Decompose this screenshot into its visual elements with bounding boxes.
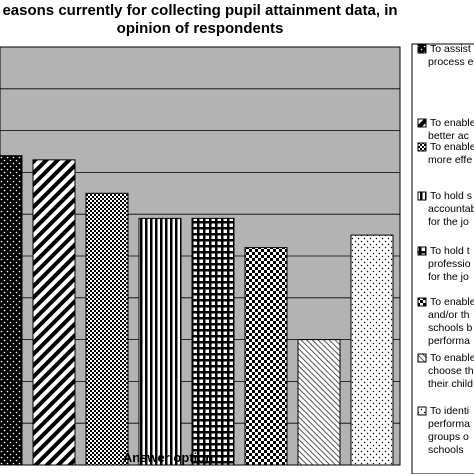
legend-entry-1-line-1: To assist	[430, 43, 471, 55]
legend-entry-6-line-1: To enable	[430, 296, 474, 308]
legend-entry-7-line-2: choose th	[428, 365, 474, 377]
bar-6	[244, 247, 288, 466]
x-axis-label: Answer option	[123, 450, 213, 465]
bar-7	[297, 339, 341, 466]
bar-1	[0, 155, 23, 466]
legend-entry-8-line-1: To identi	[430, 405, 469, 417]
legend-swatch-4	[417, 191, 427, 201]
legend-entry-6-line-3: schools b	[428, 322, 473, 334]
bar-3	[85, 192, 129, 466]
legend-entry-4-line-3: for the jo	[428, 216, 469, 228]
legend-entry-6-line-2: and/or th	[428, 309, 470, 321]
legend-entry-4-line-2: accountab	[428, 203, 474, 215]
legend-entry-7-line-1: To enable	[430, 352, 474, 364]
legend-swatch-7	[417, 353, 427, 363]
legend-entry-8-line-3: groups o	[428, 431, 469, 443]
legend-swatch-8	[417, 406, 427, 416]
bar-2	[32, 159, 76, 466]
legend-swatch-2	[417, 118, 427, 128]
legend-swatch-6	[417, 297, 427, 307]
legend-box	[411, 43, 474, 474]
legend-entry-2-line-2: better ac	[428, 130, 469, 142]
legend-entry-5-line-2: professio	[428, 258, 471, 270]
legend-swatch-3	[417, 142, 427, 152]
chart-title-line-1: easons currently for collecting pupil at…	[2, 2, 397, 19]
legend-entry-5-line-1: To hold t	[430, 245, 470, 257]
legend-entry-1-line-2: process e	[428, 56, 474, 68]
legend-entry-3-line-2: more effe	[428, 154, 472, 166]
legend-entry-7-line-3: their child	[428, 378, 473, 390]
bar-5	[191, 217, 235, 466]
legend-entry-4-line-1: To hold s	[430, 190, 472, 202]
legend-entry-3-line-1: To enable	[430, 141, 474, 153]
legend-entry-8-line-2: performa	[428, 418, 470, 430]
legend-swatch-1	[417, 44, 427, 54]
legend-entry-2-line-1: To enable	[430, 117, 474, 129]
legend-swatch-5	[417, 246, 427, 256]
bars-group	[0, 155, 394, 466]
bar-4	[138, 217, 182, 466]
legend-entry-8-line-4: schools	[428, 444, 464, 456]
bar-8	[350, 234, 394, 466]
legend-entry-5-line-3: for the jo	[428, 271, 469, 283]
legend-entry-6-line-4: performa	[428, 335, 470, 347]
chart-title-line-2: opinion of respondents	[117, 20, 284, 37]
